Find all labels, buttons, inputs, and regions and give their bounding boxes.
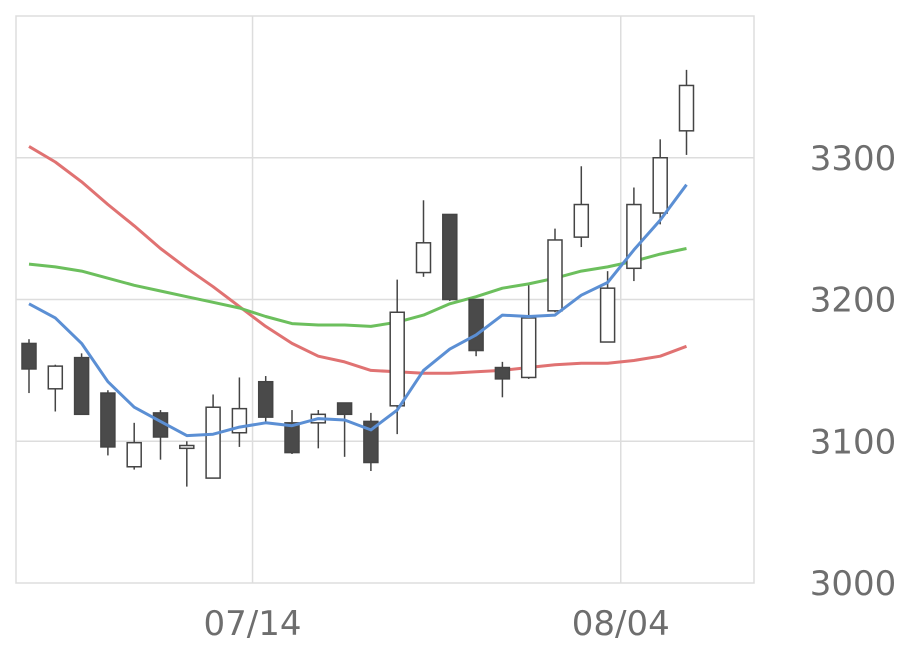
- candle-body-down: [336, 402, 353, 416]
- candle-body-up: [47, 365, 64, 390]
- x-tick-label: 07/14: [204, 604, 302, 644]
- candle-body-up: [678, 84, 695, 132]
- grid-lines: [16, 16, 754, 583]
- candle-body-down: [442, 213, 458, 301]
- candle: [626, 187, 642, 282]
- candle-body-down: [468, 298, 484, 352]
- candle: [257, 376, 274, 423]
- candle-body-down: [73, 356, 90, 416]
- candle-body-up: [652, 157, 668, 214]
- candle: [442, 213, 458, 301]
- ma-short-layer: [28, 183, 688, 438]
- candle: [231, 377, 248, 447]
- candle-body-up: [389, 311, 405, 407]
- candle-body-down: [257, 380, 274, 418]
- ma-long-layer: [28, 145, 688, 375]
- candle-body-up: [415, 242, 432, 274]
- plot-frame: [15, 15, 755, 584]
- candle: [468, 298, 484, 357]
- candle-body-down: [21, 342, 37, 370]
- candle: [47, 364, 64, 412]
- candle: [179, 441, 195, 487]
- ma-mid-layer: [28, 247, 687, 328]
- candle: [494, 361, 511, 398]
- candle: [652, 139, 668, 225]
- candle: [520, 285, 537, 379]
- candle-body-up: [205, 406, 221, 479]
- candle-body-up: [520, 317, 537, 379]
- x-axis-ticks: 07/14 08/04: [204, 604, 670, 644]
- candle: [599, 271, 616, 343]
- candle-body-up: [126, 441, 142, 468]
- candle: [678, 69, 695, 155]
- candle: [310, 410, 327, 449]
- ma-short-line: [28, 183, 688, 438]
- candle: [73, 353, 90, 416]
- candle: [100, 390, 116, 456]
- candle: [415, 200, 432, 277]
- y-tick-label: 3000: [810, 564, 897, 604]
- candle-body-up: [599, 287, 616, 343]
- ma-long-line: [28, 145, 688, 375]
- ma-mid-line: [28, 247, 687, 328]
- y-axis-ticks: 3000 3100 3200 3300: [810, 139, 897, 604]
- candle: [205, 394, 221, 479]
- candle-body-down: [494, 366, 511, 380]
- candle-body-down: [284, 422, 300, 454]
- candle: [573, 166, 590, 248]
- candle: [363, 412, 379, 472]
- candle: [336, 402, 353, 457]
- candle-body-up: [626, 203, 642, 270]
- candle: [284, 410, 300, 455]
- candle-body-up: [573, 203, 590, 238]
- candle-body-down: [100, 392, 116, 448]
- candle-body-up: [179, 444, 195, 450]
- candle: [547, 228, 563, 313]
- candle: [126, 422, 142, 470]
- y-tick-label: 3100: [810, 422, 897, 462]
- candle-body-down: [363, 420, 379, 464]
- candle: [21, 339, 37, 394]
- y-tick-label: 3300: [810, 139, 897, 179]
- candle-body-up: [547, 239, 563, 312]
- x-tick-label: 08/04: [572, 604, 670, 644]
- candles-layer: [21, 69, 695, 487]
- y-tick-label: 3200: [810, 281, 897, 321]
